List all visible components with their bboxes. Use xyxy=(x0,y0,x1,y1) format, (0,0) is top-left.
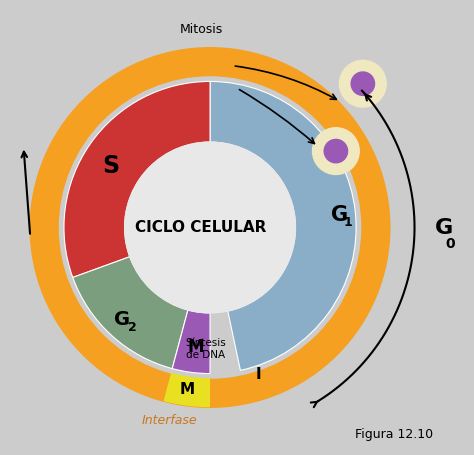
Text: G: G xyxy=(114,309,130,329)
Wedge shape xyxy=(164,373,210,407)
Text: G: G xyxy=(435,217,453,238)
Circle shape xyxy=(351,72,374,96)
Text: CICLO CELULAR: CICLO CELULAR xyxy=(136,220,267,235)
Circle shape xyxy=(339,61,386,107)
Text: Síntesis
de DNA: Síntesis de DNA xyxy=(185,338,226,359)
Text: G: G xyxy=(331,205,348,225)
Text: 1: 1 xyxy=(344,217,352,229)
Text: M: M xyxy=(187,338,204,356)
Wedge shape xyxy=(210,81,356,370)
Text: 0: 0 xyxy=(446,238,456,252)
Text: M: M xyxy=(180,383,195,398)
Text: Figura 12.10: Figura 12.10 xyxy=(355,428,433,441)
Text: Mitosis: Mitosis xyxy=(180,23,223,36)
Wedge shape xyxy=(73,257,188,369)
Text: I: I xyxy=(255,368,261,383)
Circle shape xyxy=(30,48,390,407)
Wedge shape xyxy=(172,310,210,374)
Circle shape xyxy=(125,142,295,313)
Text: Interfase: Interfase xyxy=(142,414,197,427)
Circle shape xyxy=(312,128,359,174)
Text: 2: 2 xyxy=(128,321,137,334)
Circle shape xyxy=(324,139,347,163)
Circle shape xyxy=(59,77,361,378)
Wedge shape xyxy=(64,81,210,278)
Text: S: S xyxy=(102,154,119,177)
